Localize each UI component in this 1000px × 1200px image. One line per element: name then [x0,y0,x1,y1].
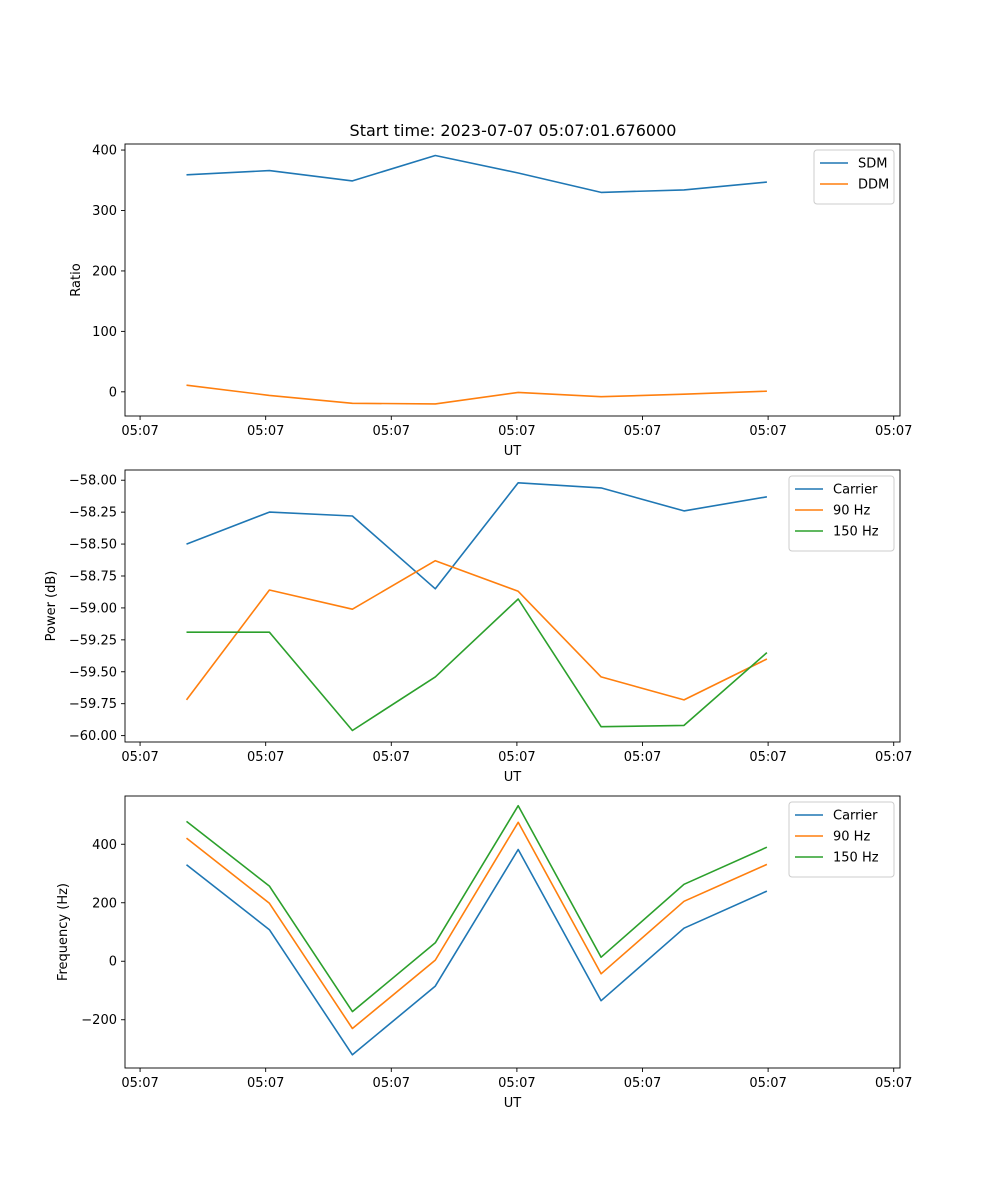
x-tick-label: 05:07 [749,1076,786,1091]
x-tick-label: 05:07 [624,1076,661,1091]
x-tick-label: 05:07 [875,1076,912,1091]
x-tick-label: 05:07 [373,1076,410,1091]
y-tick-label: −60.00 [69,729,117,744]
x-tick-label: 05:07 [749,424,786,439]
x-tick-label: 05:07 [749,750,786,765]
series-line-150-hz [186,598,768,732]
x-tick-label: 05:07 [498,424,535,439]
x-tick-label: 05:07 [624,750,661,765]
legend-label: 150 Hz [833,851,879,866]
y-tick-label: 200 [92,896,117,911]
y-axis-label: Power (dB) [44,571,59,642]
axes-frame [124,143,901,417]
legend-label: 150 Hz [833,525,879,540]
legend: SDM DDM [813,149,895,205]
y-tick-label: 100 [92,325,117,340]
subplot-power: 05:0705:0705:0705:0705:0705:0705:0705:08… [44,469,912,785]
x-tick-label: 05:07 [121,750,158,765]
y-tick-label: −59.50 [69,665,117,680]
y-tick-label: 400 [92,144,117,159]
subplot-frequency: 05:0705:0705:0705:0705:0705:0705:0705:08… [56,795,912,1111]
y-tick-label: −58.75 [69,569,117,584]
series-line-carrier [186,848,768,1056]
x-tick-label: 05:07 [121,424,158,439]
x-tick-label: 05:07 [247,1076,284,1091]
y-tick-label: 400 [92,838,117,853]
legend-label: DDM [858,178,889,193]
y-tick-label: 300 [92,204,117,219]
x-axis-label: UT [504,1096,522,1111]
y-tick-label: −58.25 [69,506,117,521]
y-axis-label: Ratio [69,263,84,296]
y-tick-label: −200 [81,1013,117,1028]
y-tick-label: 0 [109,955,117,970]
legend-label: Carrier [833,483,878,498]
legend-label: Carrier [833,809,878,824]
legend-label: 90 Hz [833,830,870,845]
y-tick-label: 200 [92,264,117,279]
x-tick-label: 05:07 [121,1076,158,1091]
y-tick-label: 0 [109,385,117,400]
x-tick-label: 05:07 [498,1076,535,1091]
series-line-90-hz [186,821,768,1030]
legend-box [788,475,895,552]
series-line-ddm [186,384,767,405]
legend-label: SDM [858,157,887,172]
x-axis-label: UT [504,770,522,785]
x-tick-label: 05:07 [373,424,410,439]
axes-frame [124,469,901,743]
series-line-90-hz [185,559,768,701]
x-tick-label: 05:07 [875,750,912,765]
x-axis-label: UT [504,444,522,459]
subplot-ratio: 05:0705:0705:0705:0705:0705:0705:0705:08… [69,143,912,459]
series-line-carrier [186,481,768,590]
axes-frame [124,795,901,1069]
legend-label: 90 Hz [833,504,870,519]
series-line-150-hz [186,804,768,1013]
x-tick-label: 05:07 [624,424,661,439]
y-axis-label: Frequency (Hz) [56,883,71,981]
x-tick-label: 05:07 [247,750,284,765]
x-tick-label: 05:07 [875,424,912,439]
x-tick-label: 05:07 [498,750,535,765]
legend-box [788,801,895,878]
chart-title: Start time: 2023-07-07 05:07:01.676000 [350,121,677,140]
legend: Carrier 90 Hz 150 Hz [788,801,895,878]
y-tick-label: −58.00 [69,474,117,489]
series-line-sdm [186,154,767,194]
x-tick-label: 05:07 [247,424,284,439]
y-tick-label: −59.25 [69,633,117,648]
x-tick-label: 05:07 [373,750,410,765]
y-tick-label: −58.50 [69,538,117,553]
y-tick-label: −59.75 [69,697,117,712]
legend: Carrier 90 Hz 150 Hz [788,475,895,552]
y-tick-label: −59.00 [69,601,117,616]
